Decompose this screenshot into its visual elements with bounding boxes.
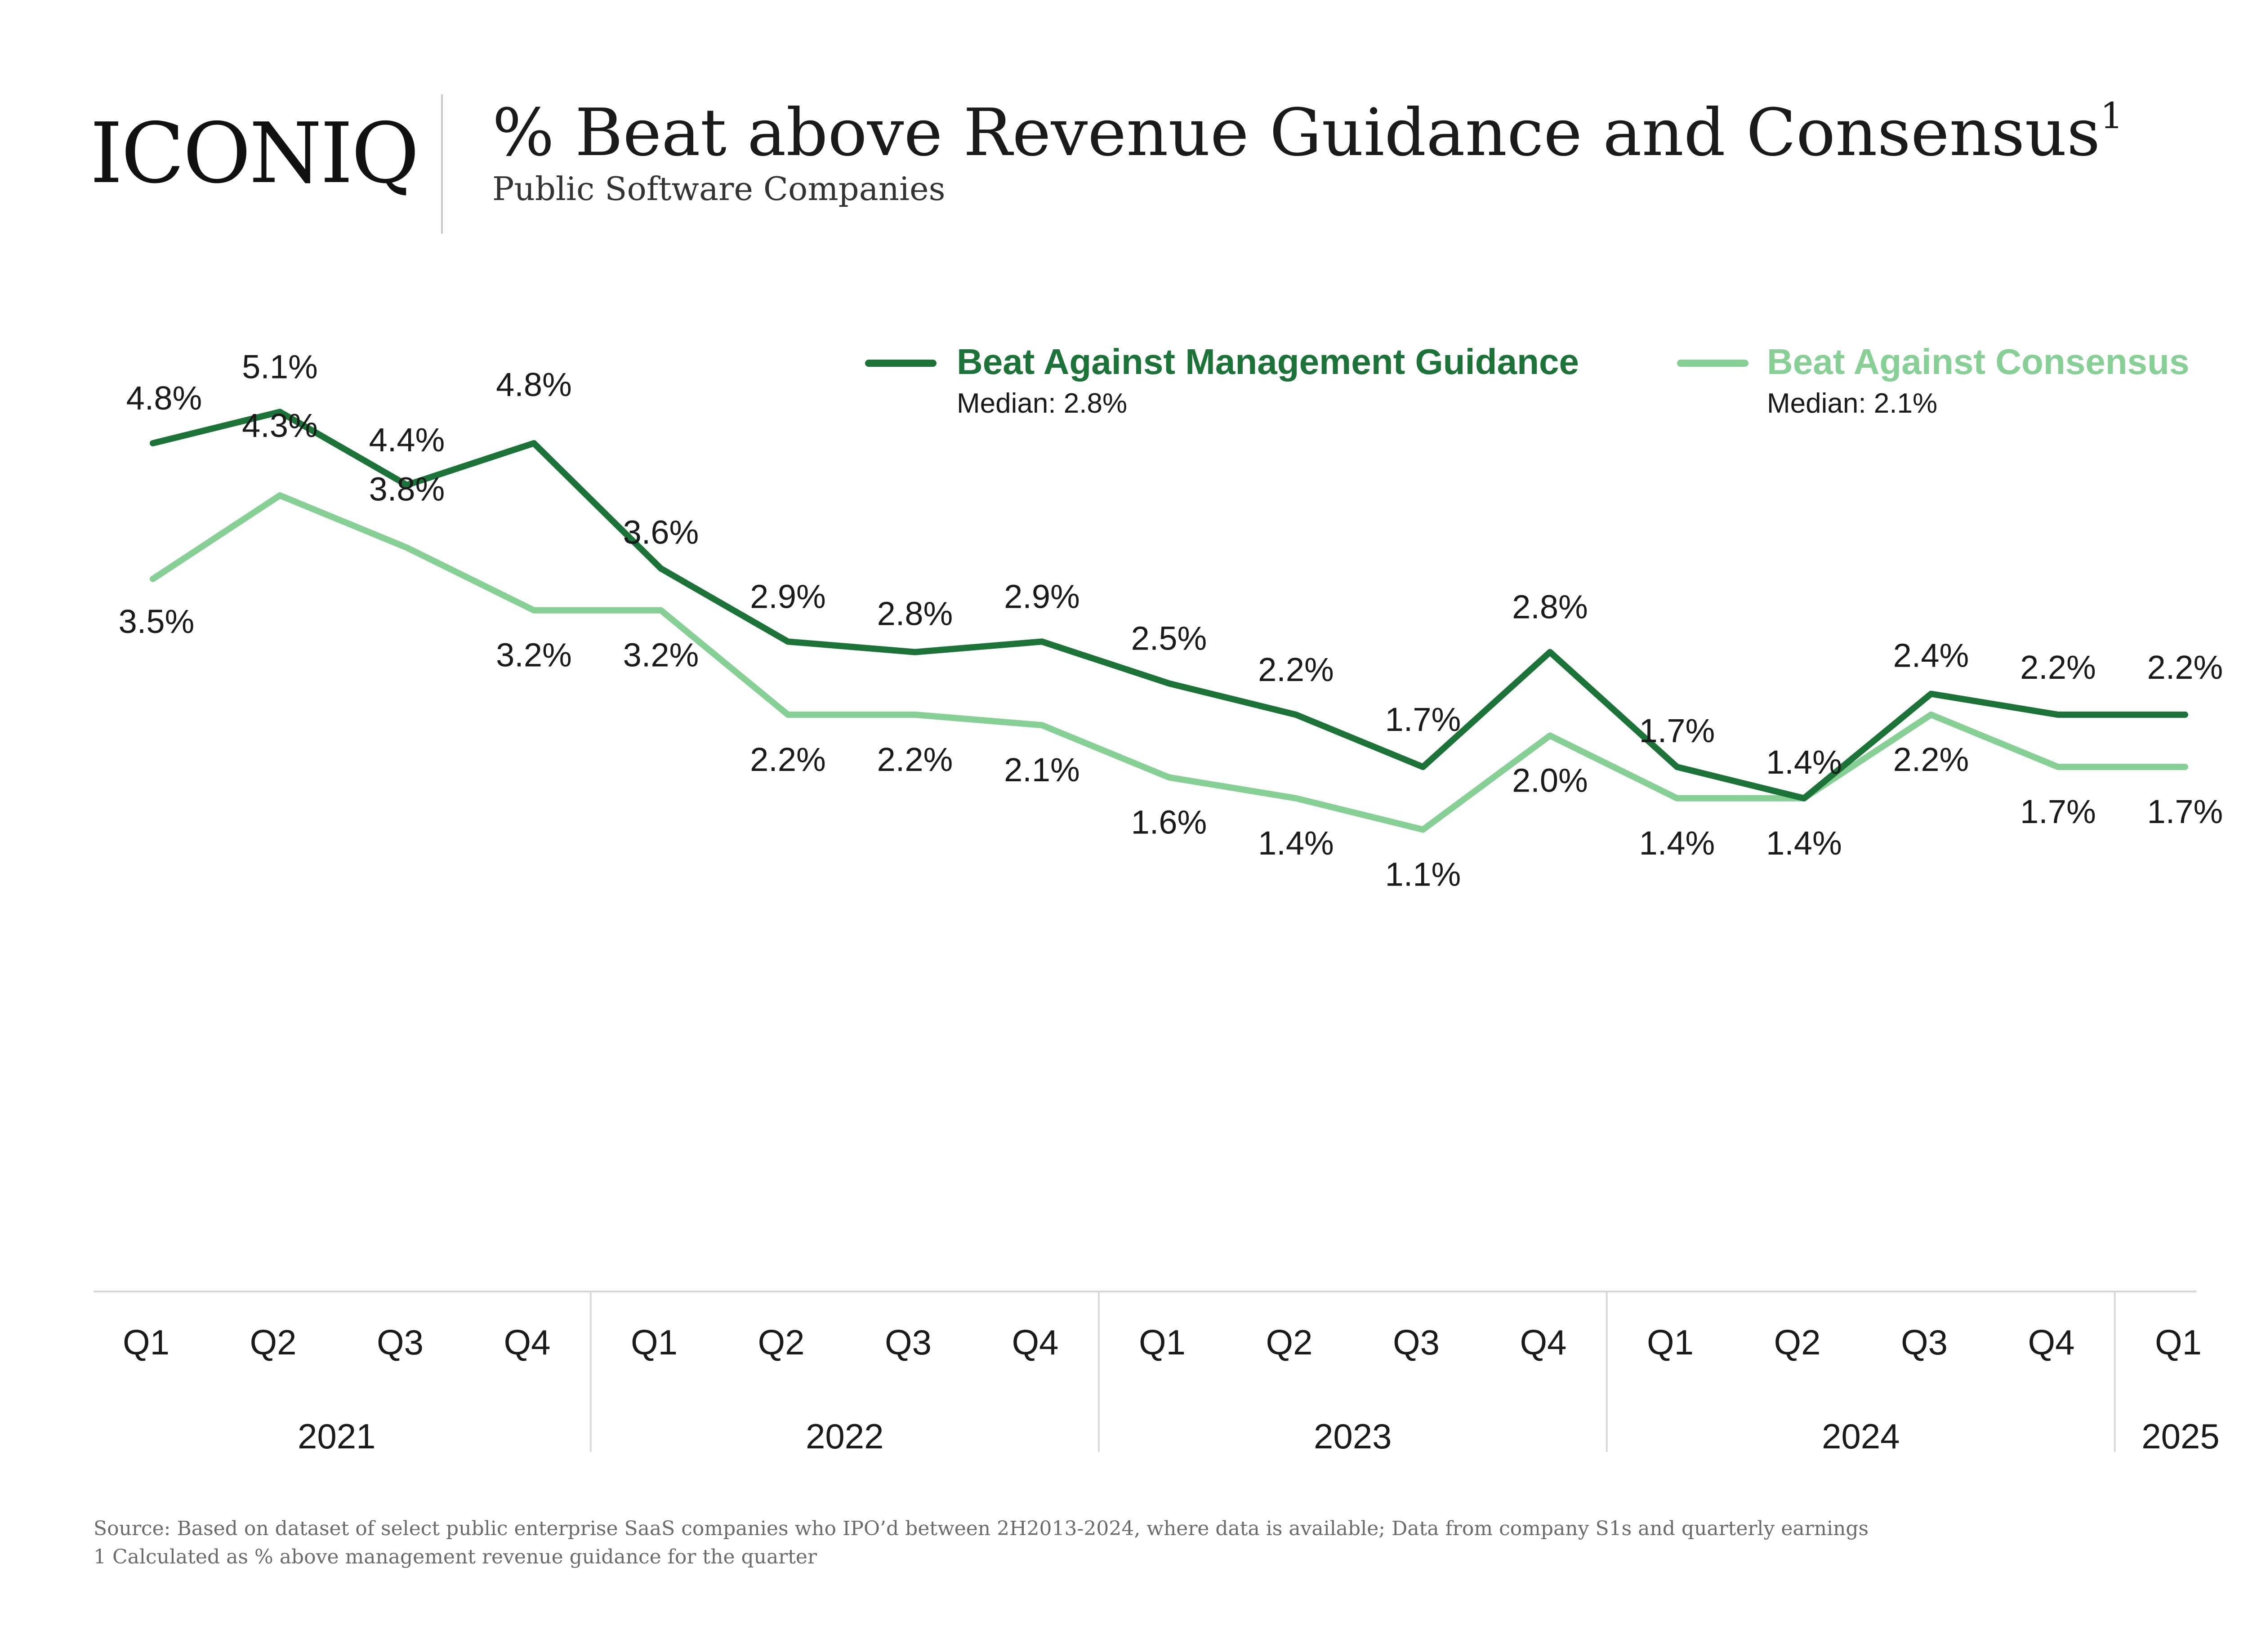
data-labels-guidance: 4.8% 5.1% 4.4% 4.8% 3.6% 2.9% 2.8% 2.9% 2.5% 2.2%… bbox=[126, 348, 2223, 781]
x-tick-label: Q1 bbox=[1139, 1322, 1186, 1362]
data-label-consensus: 2.2% bbox=[877, 741, 953, 778]
data-label-consensus: 1.4% bbox=[1766, 824, 1842, 862]
data-label-guidance: 2.8% bbox=[1512, 588, 1588, 626]
chart-title: % Beat above Revenue Guidance and Consen… bbox=[492, 95, 2123, 171]
data-label-consensus: 2.1% bbox=[1004, 751, 1080, 788]
x-group-label: 2024 bbox=[1822, 1416, 1900, 1456]
x-tick-label: Q4 bbox=[1012, 1322, 1058, 1362]
footnote: 1 Calculated as % above management reven… bbox=[94, 1545, 817, 1568]
data-label-guidance: 4.8% bbox=[126, 379, 202, 417]
x-tick-label: Q1 bbox=[1647, 1322, 1694, 1362]
x-tick-label: Q3 bbox=[1393, 1322, 1440, 1362]
x-tick-label: Q2 bbox=[250, 1322, 296, 1362]
chart-subtitle: Public Software Companies bbox=[492, 170, 946, 208]
x-tick-label: Q1 bbox=[123, 1322, 169, 1362]
x-group-label: 2025 bbox=[2141, 1416, 2220, 1456]
x-tick-labels: Q1 Q2 Q3 Q4 Q1 Q2 Q3 Q4 Q1 Q2 Q3 Q4 Q1 Q2 Q3 Q4 Q1 bbox=[123, 1322, 2202, 1362]
data-label-guidance: 5.1% bbox=[242, 348, 318, 385]
data-label-consensus: 2.2% bbox=[750, 741, 826, 778]
x-group-label: 2021 bbox=[298, 1416, 376, 1456]
data-label-consensus: 3.8% bbox=[369, 470, 445, 508]
plot-area: 4.8% 5.1% 4.4% 4.8% 3.6% 2.9% 2.8% 2.9% 2.5% 2.2%… bbox=[119, 348, 2223, 893]
data-label-guidance: 2.2% bbox=[1258, 651, 1334, 688]
data-label-consensus: 1.4% bbox=[1639, 824, 1715, 862]
data-label-guidance: 3.6% bbox=[623, 514, 699, 551]
x-tick-label: Q4 bbox=[2028, 1322, 2074, 1362]
x-group-labels: 2021 2022 2023 2024 2025 bbox=[298, 1416, 2220, 1456]
data-label-guidance: 1.7% bbox=[1639, 712, 1715, 749]
data-label-consensus: 3.2% bbox=[623, 637, 699, 674]
data-label-consensus: 1.7% bbox=[2020, 793, 2096, 830]
data-label-guidance: 1.7% bbox=[1385, 701, 1461, 738]
data-label-consensus: 3.2% bbox=[496, 637, 572, 674]
data-label-consensus: 1.6% bbox=[1131, 803, 1207, 841]
x-tick-label: Q2 bbox=[1774, 1322, 1820, 1362]
x-group-label: 2022 bbox=[806, 1416, 884, 1456]
series-line-guidance bbox=[150, 409, 2188, 802]
data-label-guidance: 2.2% bbox=[2020, 649, 2096, 686]
data-label-consensus: 1.7% bbox=[2147, 793, 2223, 830]
data-label-guidance: 2.9% bbox=[750, 578, 826, 615]
data-label-consensus: 3.5% bbox=[119, 603, 195, 640]
data-label-guidance: 4.4% bbox=[369, 421, 445, 459]
data-label-guidance: 2.8% bbox=[877, 595, 953, 632]
chart-title-main: % Beat above Revenue Guidance and Consen… bbox=[492, 95, 2100, 171]
legend: Beat Against Management Guidance Median:… bbox=[865, 342, 2189, 419]
x-tick-label: Q1 bbox=[631, 1322, 678, 1362]
data-label-guidance: 2.4% bbox=[1893, 637, 1969, 674]
x-tick-label: Q3 bbox=[377, 1322, 424, 1362]
data-label-consensus: 2.0% bbox=[1512, 761, 1588, 799]
x-tick-label: Q4 bbox=[504, 1322, 550, 1362]
x-tick-label: Q2 bbox=[758, 1322, 804, 1362]
legend-label-consensus: Beat Against Consensus bbox=[1767, 342, 2189, 382]
data-label-guidance: 4.8% bbox=[496, 366, 572, 403]
data-label-consensus: 1.4% bbox=[1258, 824, 1334, 862]
series-line-consensus bbox=[150, 492, 2188, 833]
x-tick-label: Q4 bbox=[1520, 1322, 1566, 1362]
source-note: Source: Based on dataset of select publi… bbox=[94, 1517, 1869, 1540]
x-tick-label: Q2 bbox=[1266, 1322, 1312, 1362]
legend-median-guidance: Median: 2.8% bbox=[957, 388, 1127, 419]
legend-median-consensus: Median: 2.1% bbox=[1767, 388, 1937, 419]
brand-logo: ICONIQ bbox=[90, 105, 418, 202]
legend-label-guidance: Beat Against Management Guidance bbox=[957, 342, 1579, 382]
x-group-separators bbox=[589, 1291, 2116, 1452]
x-axis: Q1 Q2 Q3 Q4 Q1 Q2 Q3 Q4 Q1 Q2 Q3 Q4 Q1 Q2 Q3 Q4 Q1 2021 2… bbox=[94, 1291, 2220, 1456]
data-label-consensus: 1.1% bbox=[1385, 855, 1461, 893]
data-labels-consensus: 3.5% 4.3% 3.8% 3.2% 3.2% 2.2% 2.2% 2.1% 1.6% 1.4%… bbox=[119, 407, 2223, 893]
chart-title-sup: 1 bbox=[2100, 95, 2123, 137]
data-label-consensus: 2.2% bbox=[1893, 741, 1969, 778]
x-tick-label: Q1 bbox=[2155, 1322, 2202, 1362]
x-group-label: 2023 bbox=[1314, 1416, 1392, 1456]
x-tick-label: Q3 bbox=[1901, 1322, 1948, 1362]
x-tick-label: Q3 bbox=[885, 1322, 932, 1362]
data-label-consensus: 4.3% bbox=[242, 407, 318, 444]
data-label-guidance: 2.9% bbox=[1004, 578, 1080, 615]
data-label-guidance: 2.5% bbox=[1131, 619, 1207, 657]
data-label-guidance: 2.2% bbox=[2147, 649, 2223, 686]
data-label-guidance: 1.4% bbox=[1766, 744, 1842, 781]
